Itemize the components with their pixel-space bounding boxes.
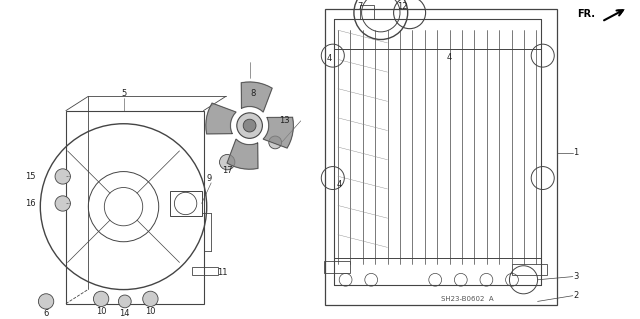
Polygon shape (241, 82, 272, 112)
Text: 7: 7 (357, 3, 362, 11)
Text: 2: 2 (573, 291, 579, 300)
Text: 14: 14 (120, 309, 130, 318)
Text: FR.: FR. (577, 9, 595, 19)
Ellipse shape (269, 136, 282, 149)
Text: SH23-B0602  A: SH23-B0602 A (441, 296, 493, 302)
Bar (334, 19, 541, 285)
Text: 8: 8 (250, 89, 255, 98)
Text: 16: 16 (25, 199, 36, 208)
Polygon shape (206, 103, 236, 134)
Polygon shape (263, 117, 293, 148)
Text: 10: 10 (145, 307, 156, 316)
Text: 12: 12 (397, 3, 407, 11)
Ellipse shape (38, 294, 54, 309)
Ellipse shape (118, 295, 131, 308)
Text: 4: 4 (327, 54, 332, 63)
Text: 3: 3 (573, 272, 579, 281)
Text: 10: 10 (96, 307, 106, 316)
Ellipse shape (143, 291, 158, 307)
Bar (192, 267, 218, 275)
Text: 17: 17 (222, 166, 232, 174)
Text: 4: 4 (337, 180, 342, 189)
Polygon shape (227, 139, 258, 169)
Bar (66, 111, 204, 304)
Ellipse shape (243, 119, 256, 132)
Bar (170, 191, 202, 216)
Text: 11: 11 (218, 268, 228, 277)
Bar (334, 257, 541, 285)
Bar (325, 9, 557, 305)
Ellipse shape (55, 169, 70, 184)
Bar (334, 19, 541, 49)
Ellipse shape (93, 291, 109, 307)
Bar (512, 264, 547, 275)
Text: 4: 4 (447, 53, 452, 62)
Bar (360, 5, 374, 19)
Ellipse shape (55, 196, 70, 211)
Bar (324, 261, 350, 273)
Text: 13: 13 (280, 116, 290, 125)
Text: 15: 15 (26, 172, 36, 181)
Ellipse shape (237, 113, 262, 138)
Text: 5: 5 (121, 89, 126, 98)
Text: 9: 9 (207, 174, 212, 183)
Text: 1: 1 (573, 148, 579, 157)
Ellipse shape (220, 154, 235, 170)
Text: 6: 6 (44, 309, 49, 318)
